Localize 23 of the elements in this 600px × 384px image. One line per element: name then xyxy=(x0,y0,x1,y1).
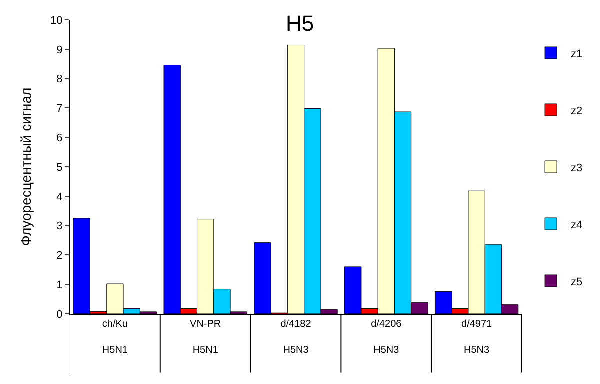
y-tick-label: 4 xyxy=(56,191,63,204)
category-label: d/4206 H5N3 xyxy=(371,319,402,356)
y-tick-label: 5 xyxy=(56,162,63,174)
y-tick-label: 7 xyxy=(56,103,63,116)
y-tick-label: 2 xyxy=(56,250,63,262)
legend-label: z1 xyxy=(571,48,583,60)
y-tick-label: 6 xyxy=(56,132,63,144)
y-tick-label: 8 xyxy=(56,74,63,86)
y-axis-title: Флуоресцентный сигнал xyxy=(18,88,34,246)
y-tick-label: 9 xyxy=(56,44,63,56)
category-label: VN-PR H5N1 xyxy=(190,319,222,356)
legend-label: z4 xyxy=(571,219,583,232)
category-label: ch/Ku H5N1 xyxy=(102,319,128,356)
legend-label: z5 xyxy=(571,276,583,288)
category-label: d/4182 H5N3 xyxy=(280,319,312,356)
y-tick-label: 0 xyxy=(56,308,63,321)
y-tick-label: 1 xyxy=(56,279,63,292)
legend-label: z2 xyxy=(571,105,583,118)
y-tick-label: 3 xyxy=(56,220,63,233)
chart-title: H5 xyxy=(286,10,314,36)
category-label: d/4971 H5N3 xyxy=(462,319,492,356)
legend-label: z3 xyxy=(571,162,583,174)
y-tick-label: 10 xyxy=(50,14,63,27)
